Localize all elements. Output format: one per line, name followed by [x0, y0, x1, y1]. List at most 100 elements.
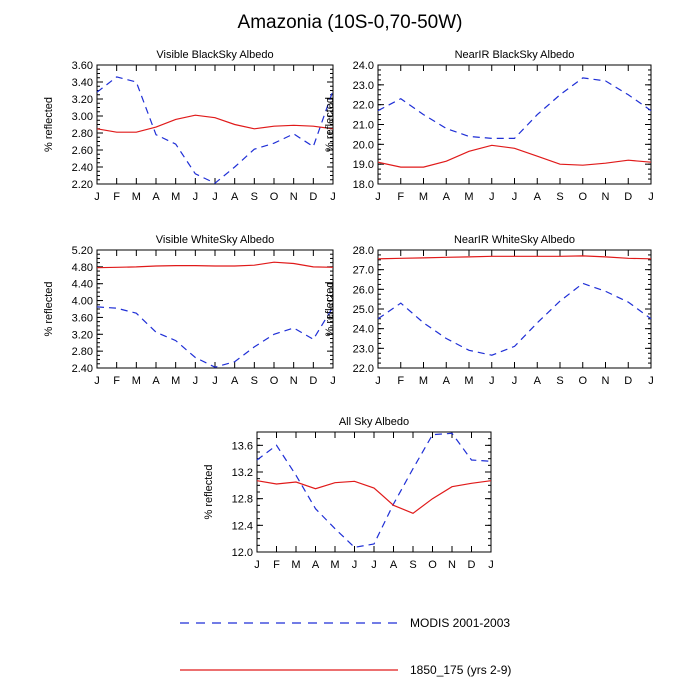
x-tick-label: J [352, 559, 358, 571]
x-tick-label: D [624, 375, 632, 387]
x-tick-label: J [94, 191, 100, 203]
x-tick-label: J [648, 191, 654, 203]
x-tick-label: S [556, 375, 563, 387]
x-tick-label: N [290, 191, 298, 203]
y-tick-label: 28.0 [353, 245, 374, 257]
y-tick-label: 3.40 [72, 77, 93, 89]
x-tick-label: F [397, 191, 404, 203]
x-tick-label: F [273, 559, 280, 571]
y-tick-label: 21.0 [353, 120, 374, 132]
legend-label: 1850_175 (yrs 2-9) [410, 663, 511, 677]
x-tick-label: J [212, 191, 218, 203]
x-tick-label: S [556, 191, 563, 203]
x-tick-label: J [254, 559, 260, 571]
x-tick-label: M [171, 191, 180, 203]
x-tick-label: M [330, 559, 339, 571]
series-line-model [256, 480, 492, 514]
y-tick-label: 20.0 [353, 139, 374, 151]
x-tick-label: M [419, 375, 428, 387]
y-tick-label: 4.00 [72, 296, 93, 308]
panel-title: Visible WhiteSky Albedo [156, 234, 274, 246]
y-tick-label: 26.0 [353, 284, 374, 296]
figure-title: Amazonia (10S-0,70-50W) [237, 12, 463, 33]
panel-title: NearIR BlackSky Albedo [455, 49, 575, 61]
panel-4: NearIR WhiteSky Albedo % reflected 22.0 23.… [324, 234, 654, 387]
x-tick-label: O [428, 559, 437, 571]
x-tick-label: F [113, 191, 120, 203]
x-tick-label: N [448, 559, 456, 571]
x-tick-label: J [489, 375, 495, 387]
series-line-modis [96, 306, 334, 368]
x-tick-label: D [468, 559, 476, 571]
legend-label: MODIS 2001-2003 [410, 616, 510, 630]
y-tick-label: 27.0 [353, 265, 374, 277]
series-line-model [96, 114, 334, 133]
panel-2: NearIR BlackSky Albedo % reflected 18.0 19.… [324, 49, 654, 203]
x-tick-label: O [578, 375, 587, 387]
x-tick-label: J [371, 559, 377, 571]
y-tick-label: 25.0 [353, 304, 374, 316]
x-tick-label: J [512, 191, 518, 203]
series-line-model [377, 255, 652, 260]
x-tick-label: N [290, 375, 298, 387]
x-tick-label: A [231, 375, 239, 387]
x-tick-label: A [443, 375, 451, 387]
x-tick-label: A [534, 191, 542, 203]
x-tick-label: J [375, 191, 381, 203]
y-tick-label: 22.0 [353, 100, 374, 112]
x-tick-label: F [397, 375, 404, 387]
x-tick-label: M [464, 191, 473, 203]
y-axis-label: % reflected [203, 464, 215, 519]
x-tick-label: J [193, 191, 199, 203]
y-tick-label: 23.0 [353, 343, 374, 355]
x-tick-label: A [390, 559, 398, 571]
y-tick-label: 3.20 [72, 94, 93, 106]
x-tick-label: A [312, 559, 320, 571]
plot-frame [377, 64, 652, 185]
y-tick-label: 4.40 [72, 279, 93, 291]
x-tick-label: A [152, 191, 160, 203]
y-axis-label: % reflected [324, 281, 336, 336]
legend-entry: MODIS 2001-2003 [180, 616, 510, 630]
panel-title: All Sky Albedo [339, 416, 409, 428]
x-tick-label: M [132, 191, 141, 203]
x-tick-label: J [193, 375, 199, 387]
y-tick-label: 3.00 [72, 111, 93, 123]
y-tick-label: 2.40 [72, 363, 93, 375]
x-tick-label: O [270, 375, 279, 387]
plot-frame [96, 64, 334, 185]
y-tick-label: 12.0 [232, 547, 253, 559]
y-axis-label: % reflected [43, 97, 55, 152]
y-tick-label: 3.20 [72, 329, 93, 341]
x-tick-label: O [270, 191, 279, 203]
y-tick-label: 24.0 [353, 324, 374, 336]
x-tick-label: D [309, 375, 317, 387]
x-tick-label: F [113, 375, 120, 387]
y-tick-label: 23.0 [353, 80, 374, 92]
y-tick-label: 22.0 [353, 363, 374, 375]
x-tick-label: M [419, 191, 428, 203]
x-tick-label: J [648, 375, 654, 387]
x-tick-label: O [578, 191, 587, 203]
y-tick-label: 3.60 [72, 60, 93, 72]
y-axis-label: % reflected [43, 281, 55, 336]
x-tick-label: A [152, 375, 160, 387]
series-line-modis [96, 76, 334, 184]
x-tick-label: S [251, 191, 258, 203]
plot-frame [256, 431, 492, 553]
panel-1: Visible BlackSky Albedo % reflected 2.20 2.… [43, 49, 336, 203]
y-tick-label: 18.0 [353, 179, 374, 191]
x-tick-label: M [291, 559, 300, 571]
y-tick-label: 2.20 [72, 179, 93, 191]
y-tick-label: 24.0 [353, 60, 374, 72]
x-tick-label: N [602, 191, 610, 203]
panel-3: Visible WhiteSky Albedo % reflected 2.40 2.… [43, 234, 336, 387]
series-line-model [377, 144, 652, 168]
x-tick-label: J [512, 375, 518, 387]
x-tick-label: D [309, 191, 317, 203]
x-tick-label: J [330, 191, 336, 203]
panel-5: All Sky Albedo % reflected 12.0 12.4 12.8 13.… [203, 416, 494, 571]
x-tick-label: J [94, 375, 100, 387]
x-tick-label: D [624, 191, 632, 203]
